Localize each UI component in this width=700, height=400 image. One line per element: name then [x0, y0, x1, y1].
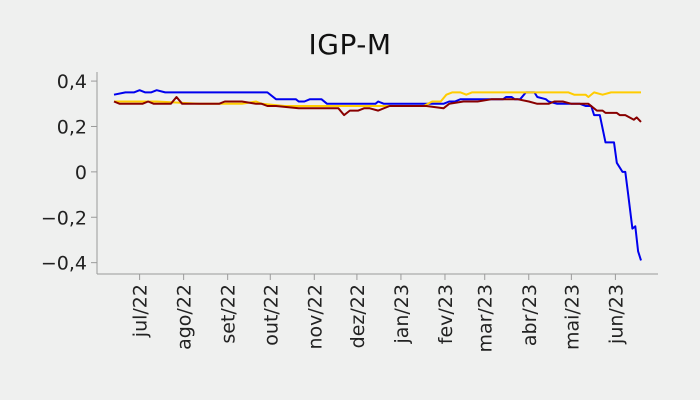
x-tick-label: mar/23 [475, 284, 497, 353]
x-tick-label: out/22 [260, 284, 282, 346]
y-tick-label: 0,4 [57, 71, 87, 93]
x-ticks: jul/22 ago/22 set/22 out/22 nov/22 dez/22 jan/… [130, 274, 627, 353]
series-line-1 [113, 89, 642, 261]
x-tick-label: jun/23 [605, 284, 627, 345]
series-group [113, 89, 642, 261]
chart-title: IGP-M [308, 28, 392, 61]
y-tick-label: 0 [75, 162, 87, 184]
series-line-3 [113, 96, 642, 123]
x-tick-label: ago/22 [174, 284, 196, 350]
y-tick-label: 0,2 [57, 116, 87, 138]
x-tick-label: fev/23 [435, 284, 457, 344]
x-tick-label: mai/23 [561, 284, 583, 350]
y-tick-label: −0,4 [41, 253, 87, 275]
x-tick-label: dez/22 [347, 284, 369, 348]
x-tick-label: nov/22 [304, 284, 326, 350]
x-tick-label: set/22 [218, 284, 240, 344]
x-tick-label: jan/23 [391, 284, 413, 345]
y-ticks: 0,4 0,2 0 −0,2 −0,4 [41, 71, 97, 275]
y-tick-label: −0,2 [41, 207, 87, 229]
x-tick-label: abr/23 [519, 284, 541, 346]
series-line-2 [114, 91, 641, 107]
x-tick-label: jul/22 [130, 284, 152, 338]
